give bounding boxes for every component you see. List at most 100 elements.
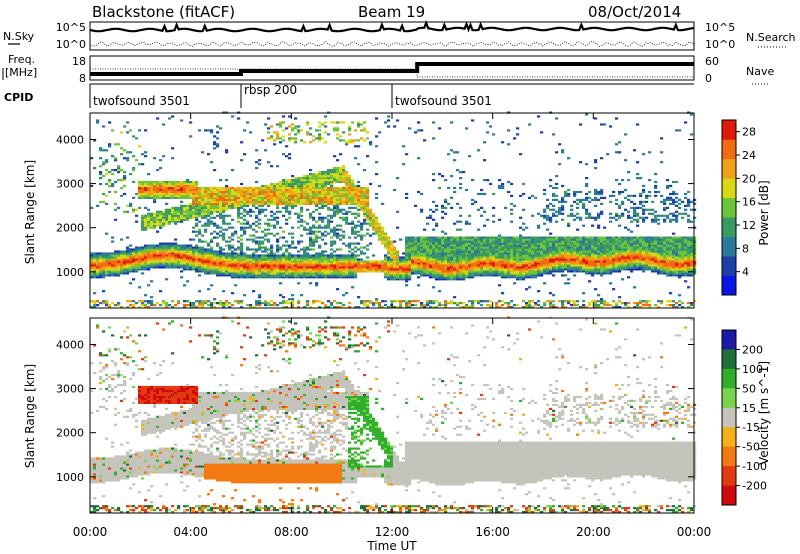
- power-cell: [312, 264, 316, 267]
- power-cell: [381, 268, 385, 271]
- power-cell: [207, 270, 211, 273]
- power-cell: [288, 274, 292, 277]
- power-cell: [225, 240, 229, 243]
- power-cell: [324, 192, 328, 196]
- power-cell: [279, 254, 283, 257]
- power-cell: [288, 264, 292, 267]
- power-cell: [321, 180, 325, 184]
- power-cell: [297, 268, 301, 271]
- power-cell: [519, 274, 523, 277]
- power-cell: [471, 258, 475, 261]
- power-cell: [195, 222, 199, 225]
- power-cell: [297, 242, 301, 245]
- power-cell: [429, 258, 433, 261]
- power-cell: [432, 242, 436, 245]
- power-cell: [372, 262, 376, 265]
- power-cell: [105, 256, 109, 259]
- power-cell: [501, 182, 505, 186]
- power-cell: [525, 238, 529, 241]
- power-cell: [441, 250, 445, 253]
- power-cell: [405, 238, 409, 241]
- power-cell: [219, 188, 223, 192]
- power-cell: [522, 258, 526, 261]
- power-cell: [147, 300, 151, 303]
- power-cell: [402, 264, 406, 267]
- power-cell: [159, 222, 163, 225]
- power-cell: [348, 206, 352, 209]
- power-cell: [144, 155, 148, 158]
- power-cell: [285, 145, 289, 148]
- power-cell: [312, 135, 316, 138]
- power-cell: [450, 250, 454, 253]
- power-cell: [201, 200, 205, 203]
- power-cell: [516, 248, 520, 251]
- power-cell: [525, 240, 529, 243]
- power-cell: [99, 270, 103, 273]
- power-cell: [336, 200, 340, 203]
- power-cell: [180, 254, 184, 257]
- power-cell: [327, 232, 331, 235]
- nsky-label: N.Sky: [3, 30, 35, 43]
- power-cell: [198, 250, 202, 253]
- power-cell: [471, 248, 475, 251]
- power-cell: [495, 236, 499, 239]
- power-cell: [468, 155, 472, 158]
- power-cell: [141, 220, 145, 223]
- power-cell: [141, 266, 145, 269]
- power-cell: [267, 188, 271, 192]
- power-cell: [231, 234, 235, 237]
- power-cell: [477, 228, 481, 231]
- power-cell: [447, 276, 451, 279]
- power-cell: [438, 304, 442, 307]
- power-cell: [429, 260, 433, 263]
- power-cell: [528, 250, 532, 253]
- power-cell: [540, 262, 544, 265]
- power-cell: [525, 266, 529, 269]
- power-cell: [420, 260, 424, 263]
- power-cell: [198, 252, 202, 255]
- power-cell: [330, 190, 334, 194]
- power-cell: [300, 180, 304, 184]
- power-cell: [414, 300, 418, 303]
- power-cell: [492, 220, 496, 223]
- power-cell: [486, 246, 490, 249]
- power-cell: [495, 256, 499, 259]
- power-cell: [348, 180, 352, 184]
- power-cell: [213, 192, 217, 196]
- power-cell: [243, 210, 247, 213]
- power-cell: [333, 242, 337, 245]
- power-cell: [258, 264, 262, 267]
- power-cell: [243, 258, 247, 261]
- power-cell: [207, 200, 211, 203]
- power-cell: [99, 302, 103, 305]
- power-cell: [192, 208, 196, 211]
- power-cell: [153, 304, 157, 307]
- power-cell: [120, 262, 124, 265]
- power-cell: [384, 234, 388, 237]
- power-cell: [168, 182, 172, 186]
- power-cell: [444, 264, 448, 267]
- power-cell: [192, 250, 196, 253]
- power-cell: [513, 248, 517, 251]
- power-cell: [432, 264, 436, 267]
- power-cell: [285, 206, 289, 209]
- power-cell: [561, 244, 565, 247]
- power-cell: [279, 202, 283, 205]
- power-cell: [336, 177, 340, 180]
- power-cell: [465, 242, 469, 245]
- power-cell: [213, 190, 217, 194]
- power-cell: [222, 252, 226, 255]
- power-cell: [456, 266, 460, 269]
- power-cell: [318, 125, 322, 128]
- power-cell: [486, 236, 490, 239]
- power-cell: [513, 266, 517, 269]
- power-cell: [360, 224, 364, 227]
- power-cell: [354, 196, 358, 199]
- power-cell: [393, 276, 397, 279]
- power-cell: [324, 226, 328, 229]
- power-cell: [294, 264, 298, 267]
- power-cell: [558, 268, 562, 271]
- power-cell: [249, 214, 253, 217]
- power-cell: [495, 266, 499, 269]
- power-cell: [498, 218, 502, 221]
